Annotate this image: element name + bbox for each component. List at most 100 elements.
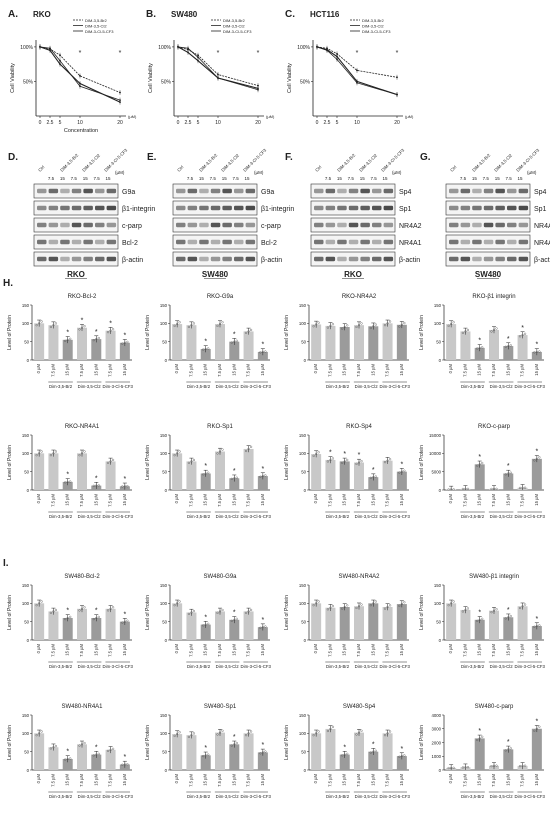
protein-band <box>449 188 459 194</box>
y-tick-label: 3000 <box>431 727 441 732</box>
bar-chart-rko-c-parp: RKO-c-parp Level of Protein 0 5000 10000 1500… <box>419 424 545 519</box>
y-axis-label: Level of Protein <box>284 315 290 350</box>
bar <box>339 327 350 360</box>
y-tick-label: 150 <box>160 583 168 588</box>
protein-band <box>495 222 505 228</box>
data-dot <box>95 753 98 756</box>
bar <box>531 351 542 360</box>
data-dot <box>452 321 455 324</box>
bar-chart-sw480-bcl-2: SW480-Bcl-2 Level of Protein 0 50 100 150 0 µM… <box>7 574 133 669</box>
data-dot <box>383 324 387 327</box>
data-dot <box>369 751 372 754</box>
x-tick-label: 20 <box>255 120 261 126</box>
panel-letter: E. <box>147 152 157 163</box>
data-dot <box>374 749 377 752</box>
bar-label: 7.5 µM <box>217 493 222 506</box>
bar <box>77 608 87 640</box>
bar <box>243 733 254 770</box>
protein-band <box>337 188 347 194</box>
blot-strip <box>310 251 396 267</box>
treatment-label: DIM-3,5-Br2 <box>59 152 80 173</box>
bar-label: 7.5 µM <box>356 643 361 656</box>
panel-letter: G. <box>420 152 431 163</box>
significance-star: * <box>356 50 359 57</box>
chart-title: SW480-G9a <box>203 574 237 580</box>
data-dot <box>233 743 236 746</box>
y-tick-label: 0 <box>304 768 307 773</box>
data-dot <box>207 471 210 474</box>
blot-strip <box>33 234 119 250</box>
data-dot <box>54 745 58 748</box>
data-dot <box>64 481 67 484</box>
data-dot <box>346 604 349 607</box>
bar <box>474 619 485 640</box>
protein-band <box>83 188 93 194</box>
data-dot <box>126 340 129 344</box>
y-tick-label: 100 <box>299 731 307 736</box>
data-dot <box>92 339 95 342</box>
protein-band <box>176 256 186 262</box>
data-dot <box>466 487 470 490</box>
dose-label: 15 <box>360 176 366 181</box>
bar <box>105 608 116 640</box>
data-dot <box>190 460 193 463</box>
y-tick-label: 0 <box>27 488 30 493</box>
protein-band <box>483 222 494 228</box>
bar <box>172 453 183 490</box>
data-dot <box>92 754 95 757</box>
group-label: Dim-3,5-Br2 <box>461 514 485 519</box>
data-dot <box>97 615 100 618</box>
bar <box>229 478 240 490</box>
bar-label: 7.5 µM <box>520 773 525 786</box>
legend-entry: DIM-3,5-Cl2 <box>85 24 107 29</box>
protein-band <box>95 188 105 194</box>
bar-chart-rko-sp4: RKO-Sp4 Level of Protein 0 50 100 150 0 µM * 7.5… <box>284 424 410 519</box>
dose-label: 7.5 <box>483 176 490 181</box>
data-dot <box>466 766 470 769</box>
group-label: Dim-3-Cl-5-CF3 <box>241 384 272 389</box>
group-label: Dim-3,5-Cl2 <box>216 514 240 519</box>
y-axis-label: Level of Protein <box>145 315 151 350</box>
data-dot <box>478 463 481 466</box>
bar-label: 15 µM <box>65 364 70 376</box>
data-dot <box>383 461 387 464</box>
data-dot <box>372 602 375 605</box>
y-tick-label: 100 <box>22 451 30 456</box>
bar <box>503 749 514 770</box>
protein-band <box>507 222 517 228</box>
blot-strip <box>445 234 531 250</box>
protein-band <box>449 222 459 228</box>
protein-band <box>325 188 336 194</box>
protein-band <box>60 188 70 194</box>
group-label: Dim-3,5-Cl2 <box>216 664 240 669</box>
x-tick-label: 2.5 <box>47 120 54 126</box>
data-dot <box>331 457 335 460</box>
dose-label: 7.5 <box>348 176 355 181</box>
protein-band <box>210 188 221 194</box>
protein-band <box>460 188 471 194</box>
dose-label: 15 <box>222 176 228 181</box>
significance-star: * <box>257 50 260 57</box>
data-dot <box>312 734 315 737</box>
bar <box>229 619 240 640</box>
bar <box>34 323 45 360</box>
bar-label: 7.5 µM <box>188 493 193 506</box>
data-dot <box>312 604 315 607</box>
data-dot <box>464 608 467 612</box>
protein-band <box>222 222 232 228</box>
bar-label: 15 µM <box>342 494 347 506</box>
protein-band <box>37 239 47 245</box>
data-dot <box>40 600 43 603</box>
y-axis-label: Level of Protein <box>7 315 13 350</box>
protein-band <box>234 222 244 228</box>
y-tick-label: 0 <box>165 638 168 643</box>
protein-band <box>372 239 382 245</box>
bar-label: 7.5 µM <box>246 363 251 376</box>
bar-label: 7.5 µM <box>50 493 55 506</box>
y-tick-label: 0 <box>165 768 168 773</box>
bar-label: 0 µM <box>313 364 318 374</box>
x-tick-label: 5 <box>197 120 200 126</box>
y-tick-label: 100% <box>297 45 310 51</box>
bar <box>62 481 73 490</box>
